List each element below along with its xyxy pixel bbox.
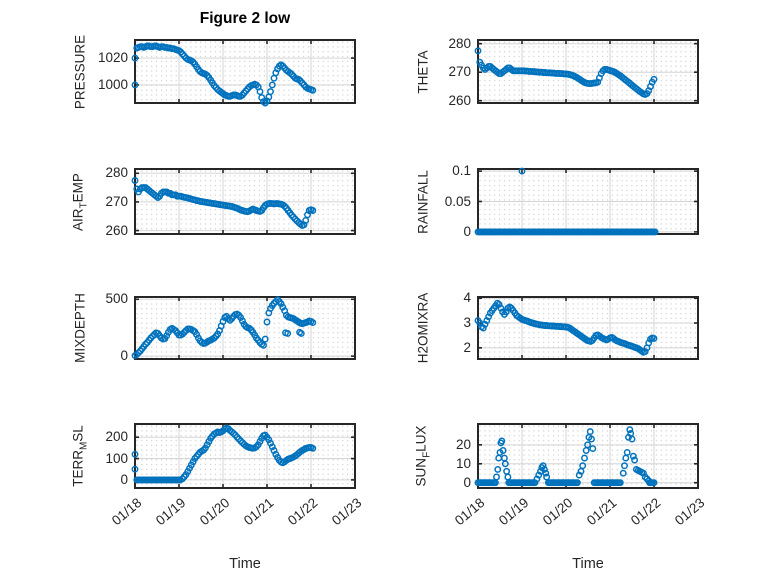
theta-plot-area bbox=[474, 39, 699, 104]
subplot-air_temp bbox=[131, 168, 356, 235]
subplot-terr_msl bbox=[131, 423, 356, 489]
tick-marks bbox=[134, 40, 356, 103]
terr_msl-xtick-label: 01/22 bbox=[285, 495, 321, 529]
sun_flux-ytick-label: 0 bbox=[463, 474, 471, 490]
subplot-theta bbox=[474, 39, 699, 104]
pressure-ytick-label: 1000 bbox=[97, 76, 128, 92]
sun_flux-xlabel: Time bbox=[572, 556, 604, 572]
pressure-ytick-label: 1020 bbox=[97, 50, 128, 66]
sun_flux-xtick-label: 01/18 bbox=[452, 495, 488, 529]
pressure-plot-area bbox=[131, 39, 356, 107]
rainfall-ytick-label: 0 bbox=[463, 223, 471, 239]
scatter-series-rainfall bbox=[474, 167, 659, 236]
terr_msl-xtick-label: 01/18 bbox=[109, 495, 145, 529]
theta-ylabel: THETA bbox=[415, 49, 431, 94]
subplot-h2omixra bbox=[474, 296, 699, 360]
theta-ytick-label: 260 bbox=[448, 92, 471, 108]
axes-border bbox=[477, 423, 699, 489]
terr_msl-xtick-label: 01/21 bbox=[241, 495, 277, 529]
sun_flux-xtick-label: 01/23 bbox=[672, 495, 708, 529]
scatter-series-theta bbox=[474, 47, 658, 98]
rainfall-ytick-label: 0.1 bbox=[452, 163, 471, 179]
terr_msl-xlabel: Time bbox=[229, 556, 261, 572]
sun_flux-xtick-label: 01/19 bbox=[496, 495, 532, 529]
mixdepth-ytick-label: 500 bbox=[105, 291, 128, 307]
terr_msl-xtick-label: 01/19 bbox=[153, 495, 189, 529]
figure-title: Figure 2 low bbox=[199, 10, 291, 27]
sun_flux-ytick-label: 20 bbox=[455, 436, 471, 452]
scatter-series-mixdepth bbox=[131, 296, 317, 360]
tick-marks bbox=[134, 169, 356, 234]
h2omixra-ytick-label: 4 bbox=[463, 290, 471, 306]
terr_msl-ytick-label: 0 bbox=[120, 471, 128, 487]
pressure-ylabel: PRESSURE bbox=[72, 34, 88, 109]
h2omixra-ytick-label: 2 bbox=[463, 339, 471, 355]
subplot-rainfall bbox=[474, 167, 699, 236]
mixdepth-plot-area bbox=[131, 296, 356, 360]
h2omixra-ylabel: H2OMIXRA bbox=[415, 292, 431, 364]
scatter-series-h2omixra bbox=[474, 299, 658, 356]
terr_msl-plot-area bbox=[131, 423, 356, 489]
sun_flux-xtick-label: 01/21 bbox=[584, 495, 620, 529]
scatter-series-air_temp bbox=[131, 177, 317, 229]
axes-border bbox=[134, 423, 356, 489]
tick-marks bbox=[134, 424, 356, 488]
air_temp-ytick-label: 280 bbox=[105, 165, 128, 181]
theta-ytick-label: 270 bbox=[448, 64, 471, 80]
sun_flux-xtick-label: 01/20 bbox=[540, 495, 576, 529]
air_temp-ytick-label: 260 bbox=[105, 222, 128, 238]
air_temp-plot-area bbox=[131, 168, 356, 235]
axes-border bbox=[134, 296, 356, 360]
scatter-series-terr_msl bbox=[131, 424, 317, 484]
sun_flux-ytick-label: 10 bbox=[455, 455, 471, 471]
sun_flux-xtick-label: 01/22 bbox=[628, 495, 664, 529]
terr_msl-ylabel: TERRMSL bbox=[70, 425, 90, 487]
terr_msl-xtick-label: 01/20 bbox=[197, 495, 233, 529]
mixdepth-ytick-label: 0 bbox=[120, 348, 128, 364]
axes-border bbox=[477, 296, 699, 360]
tick-marks bbox=[477, 40, 699, 103]
rainfall-plot-area bbox=[474, 167, 699, 236]
scatter-series-pressure bbox=[131, 42, 317, 107]
air_temp-ylabel: AIRTEMP bbox=[70, 172, 90, 231]
rainfall-ylabel: RAINFALL bbox=[415, 169, 431, 234]
minor-grid-dots bbox=[478, 297, 698, 359]
subplot-sun_flux bbox=[474, 423, 699, 489]
subplot-mixdepth bbox=[131, 296, 356, 360]
terr_msl-xtick-label: 01/23 bbox=[329, 495, 365, 529]
terr_msl-ytick-label: 100 bbox=[105, 450, 128, 466]
sun_flux-plot-area bbox=[474, 423, 699, 489]
terr_msl-ytick-label: 200 bbox=[105, 429, 128, 445]
rainfall-ytick-label: 0.05 bbox=[444, 193, 471, 209]
axes-border bbox=[134, 39, 356, 104]
h2omixra-plot-area bbox=[474, 296, 699, 360]
subplot-pressure bbox=[131, 39, 356, 107]
scatter-series-sun_flux bbox=[474, 426, 658, 487]
h2omixra-ytick-label: 3 bbox=[463, 315, 471, 331]
mixdepth-ylabel: MIXDEPTH bbox=[72, 293, 88, 363]
theta-ytick-label: 280 bbox=[448, 35, 471, 51]
sun_flux-ylabel: SUNFLUX bbox=[413, 425, 433, 487]
air_temp-ytick-label: 270 bbox=[105, 193, 128, 209]
